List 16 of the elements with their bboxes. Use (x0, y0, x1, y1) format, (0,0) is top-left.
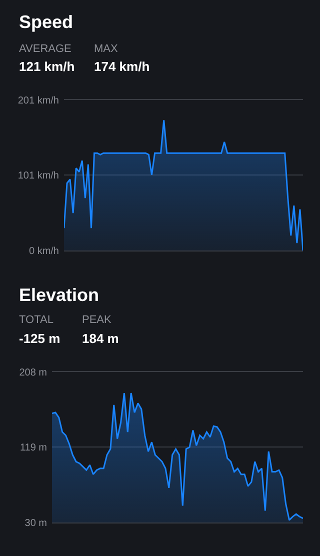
text: TOTAL (19, 314, 54, 326)
chart-title: Elevation (19, 285, 100, 305)
text: -125 m (19, 331, 60, 346)
y-tick-label: 208 m (19, 367, 47, 378)
y-tick-label: 101 km/h (18, 170, 59, 182)
text: PEAK (82, 314, 112, 326)
chart-title: Speed (19, 12, 74, 32)
y-tick-label: 119 m (20, 442, 47, 454)
text: AVERAGE (19, 43, 72, 55)
y-tick-label: 0 km/h (28, 246, 59, 258)
y-tick-label: 201 km/h (18, 95, 59, 106)
text: MAX (94, 43, 118, 55)
text: 184 m (82, 331, 119, 346)
text: 121 km/h (19, 59, 75, 74)
text: 174 km/h (94, 59, 150, 74)
y-tick-label: 30 m (24, 518, 47, 530)
